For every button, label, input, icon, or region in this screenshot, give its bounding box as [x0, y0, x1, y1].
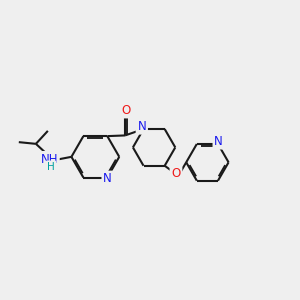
Text: O: O: [122, 104, 131, 117]
Text: O: O: [171, 167, 181, 180]
Text: N: N: [137, 120, 146, 133]
Text: N: N: [103, 172, 112, 185]
Text: NH: NH: [40, 153, 58, 166]
Text: H: H: [47, 162, 55, 172]
Text: N: N: [214, 135, 223, 148]
